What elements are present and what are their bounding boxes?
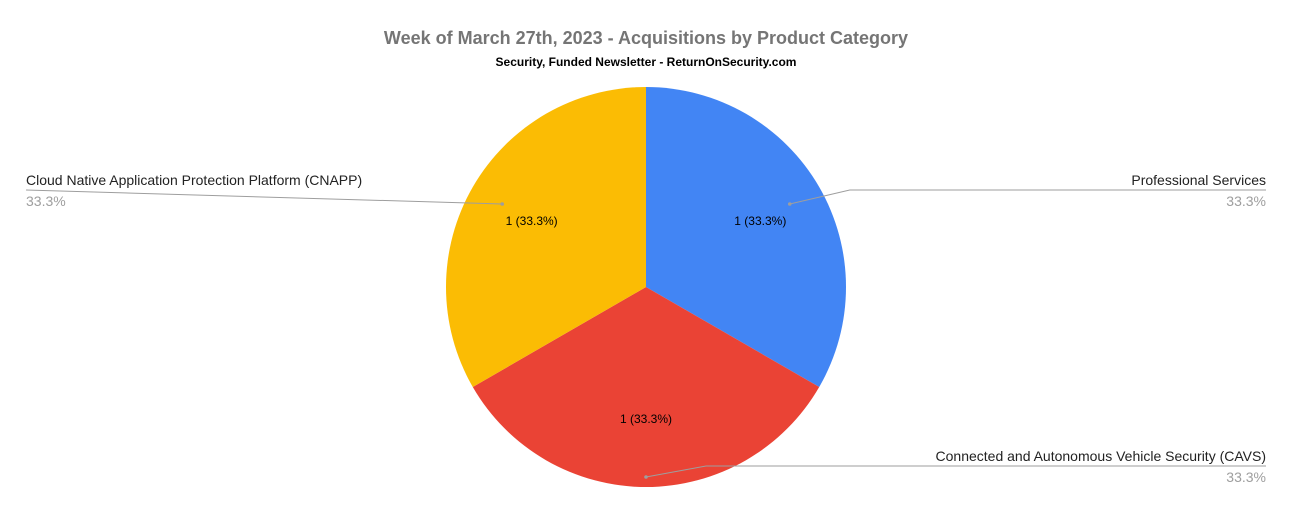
chart-subtitle: Security, Funded Newsletter - ReturnOnSe… xyxy=(496,55,797,69)
legend-category-label: Connected and Autonomous Vehicle Securit… xyxy=(936,448,1266,464)
slice-data-label: 1 (33.3%) xyxy=(734,214,786,228)
leader-line xyxy=(25,189,503,205)
slice-data-label: 1 (33.3%) xyxy=(506,214,558,228)
legend-percent-label: 33.3% xyxy=(1226,193,1266,209)
pie-slice-labels: 1 (33.3%) 1 (33.3%) 1 (33.3%) xyxy=(506,214,787,426)
pie-slices xyxy=(445,87,846,487)
pie-legend: Professional Services 33.3% Connected and … xyxy=(26,172,1266,485)
chart-title: Week of March 27th, 2023 - Acquisitions … xyxy=(384,28,908,48)
legend-percent-label: 33.3% xyxy=(1226,469,1266,485)
slice-data-label: 1 (33.3%) xyxy=(620,412,672,426)
legend-category-label: Cloud Native Application Protection Plat… xyxy=(26,172,362,188)
leader-dot xyxy=(500,202,505,206)
pie-slice xyxy=(445,87,646,387)
pie-slice xyxy=(646,87,846,387)
leader-line xyxy=(645,465,1266,478)
leader-line xyxy=(789,189,1266,205)
legend-percent-label: 33.3% xyxy=(26,193,66,209)
leader-lines xyxy=(25,189,1266,479)
legend-category-label: Professional Services xyxy=(1131,172,1266,188)
